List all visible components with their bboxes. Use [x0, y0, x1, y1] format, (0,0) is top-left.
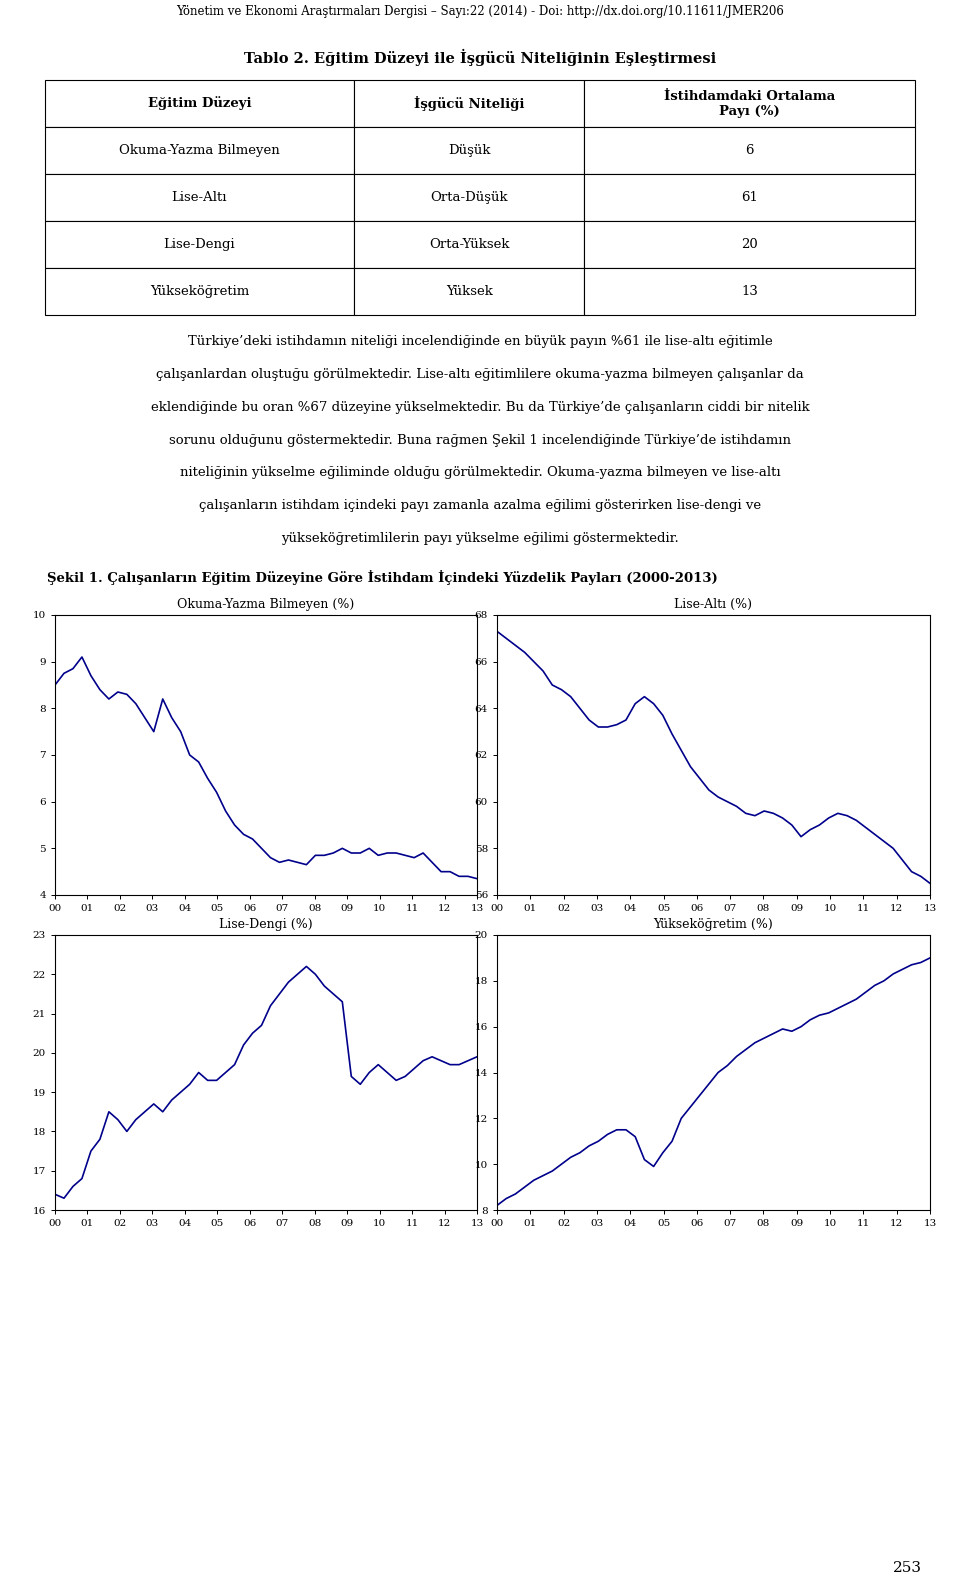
Bar [45, 79, 354, 127]
Text: 20: 20 [741, 238, 758, 251]
Text: Orta-Yüksek: Orta-Yüksek [429, 238, 510, 251]
Text: Yönetim ve Ekonomi Araştırmaları Dergisi – Sayı:22 (2014) - Doi: http://dx.doi.o: Yönetim ve Ekonomi Araştırmaları Dergisi… [176, 5, 784, 17]
Text: çalışanların istihdam içindeki payı zamanla azalma eğilimi gösterirken lise-deng: çalışanların istihdam içindeki payı zama… [199, 499, 761, 512]
Bar [45, 127, 354, 175]
Text: Yüksek: Yüksek [445, 284, 492, 299]
Bar [585, 269, 915, 315]
Text: Tablo 2. Eğitim Düzeyi ile İşgücü Niteliğinin Eşleştirmesi: Tablo 2. Eğitim Düzeyi ile İşgücü Niteli… [244, 48, 716, 65]
Text: 6: 6 [746, 145, 754, 157]
Bar [585, 175, 915, 221]
Title: Yükseköğretim (%): Yükseköğretim (%) [654, 918, 774, 931]
Text: Eğitim Düzeyi: Eğitim Düzeyi [148, 97, 252, 111]
Bar [45, 221, 354, 269]
Bar [354, 221, 585, 269]
Title: Lise-Dengi (%): Lise-Dengi (%) [219, 918, 313, 931]
Text: Lise-Dengi: Lise-Dengi [163, 238, 235, 251]
Text: sorunu olduğunu göstermektedir. Buna rağmen Şekil 1 incelendiğinde Türkiye’de is: sorunu olduğunu göstermektedir. Buna rağ… [169, 434, 791, 447]
Text: yükseköğretimlilerin payı yükselme eğilimi göstermektedir.: yükseköğretimlilerin payı yükselme eğili… [281, 532, 679, 545]
Bar [354, 269, 585, 315]
Text: eklendiğinde bu oran %67 düzeyine yükselmektedir. Bu da Türkiye’de çalışanların : eklendiğinde bu oran %67 düzeyine yüksel… [151, 400, 809, 413]
Text: 61: 61 [741, 191, 758, 203]
Bar [354, 127, 585, 175]
Text: 13: 13 [741, 284, 758, 299]
Text: Orta-Düşük: Orta-Düşük [430, 191, 508, 203]
Bar [585, 127, 915, 175]
Bar [45, 175, 354, 221]
Title: Lise-Altı (%): Lise-Altı (%) [675, 597, 753, 612]
Text: Şekil 1. Çalışanların Eğitim Düzeyine Göre İstihdam İçindeki Yüzdelik Payları (2: Şekil 1. Çalışanların Eğitim Düzeyine Gö… [47, 570, 717, 585]
Text: Yükseköğretim: Yükseköğretim [150, 284, 249, 299]
Text: Lise-Altı: Lise-Altı [172, 191, 228, 203]
Bar [585, 79, 915, 127]
Text: İşgücü Niteliği: İşgücü Niteliği [414, 95, 524, 111]
Bar [585, 221, 915, 269]
Text: çalışanlardan oluştuğu görülmektedir. Lise-altı eğitimlilere okuma-yazma bilmeye: çalışanlardan oluştuğu görülmektedir. Li… [156, 367, 804, 381]
Bar [354, 175, 585, 221]
Text: İstihdamdaki Ortalama
Payı (%): İstihdamdaki Ortalama Payı (%) [664, 89, 835, 118]
Bar [45, 269, 354, 315]
Text: Türkiye’deki istihdamın niteliği incelendiğinde en büyük payın %61 ile lise-altı: Türkiye’deki istihdamın niteliği incelen… [187, 335, 773, 348]
Text: Düşük: Düşük [448, 145, 491, 157]
Text: Okuma-Yazma Bilmeyen: Okuma-Yazma Bilmeyen [119, 145, 279, 157]
Title: Okuma-Yazma Bilmeyen (%): Okuma-Yazma Bilmeyen (%) [178, 597, 354, 612]
Text: 253: 253 [893, 1560, 922, 1575]
Bar [354, 79, 585, 127]
Text: niteliğinin yükselme eğiliminde olduğu görülmektedir. Okuma-yazma bilmeyen ve li: niteliğinin yükselme eğiliminde olduğu g… [180, 466, 780, 480]
